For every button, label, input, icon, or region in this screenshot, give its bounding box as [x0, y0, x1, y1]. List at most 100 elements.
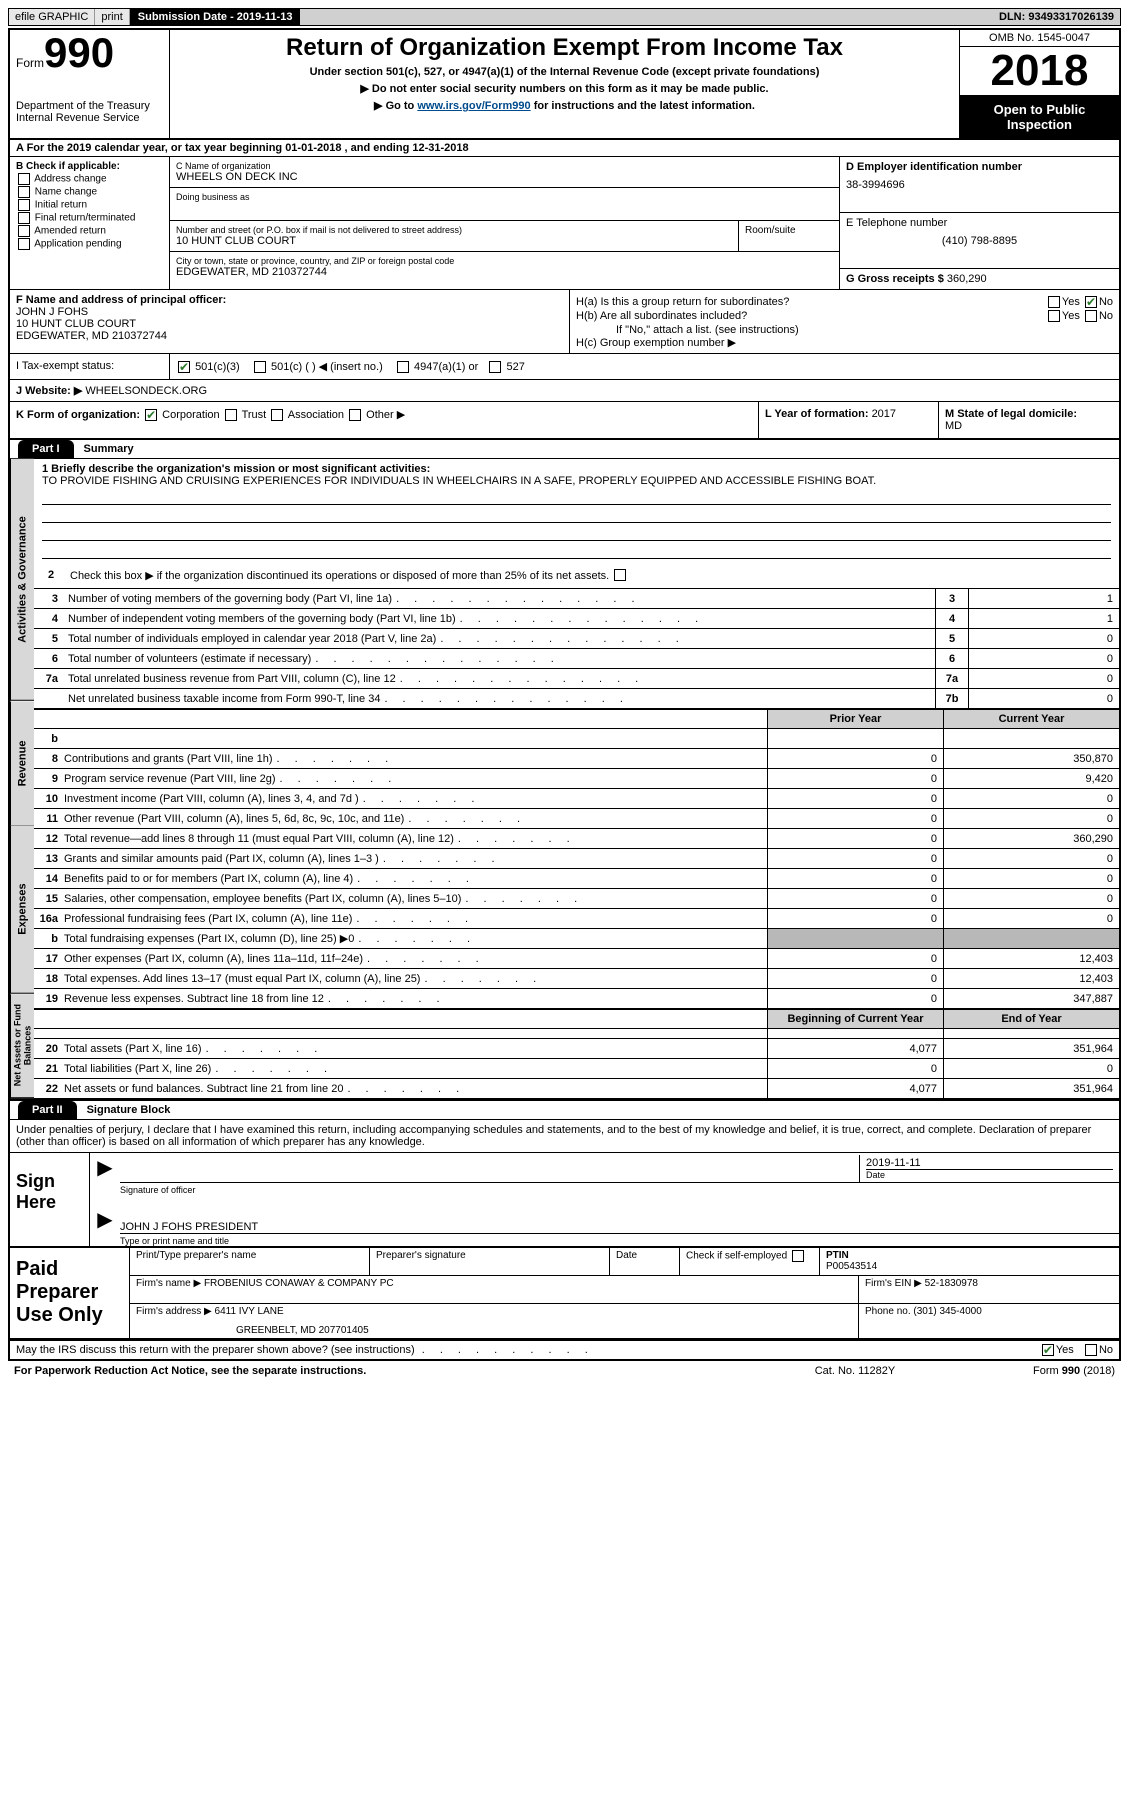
form-number-box: Form990 Department of the Treasury Inter…: [10, 30, 170, 138]
mission-text: TO PROVIDE FISHING AND CRUISING EXPERIEN…: [42, 475, 1111, 487]
row-klm: K Form of organization: Corporation Trus…: [10, 402, 1119, 440]
line-a: A For the 2019 calendar year, or tax yea…: [10, 140, 1119, 157]
submission-date: Submission Date - 2019-11-13: [130, 9, 301, 25]
phone-val: (410) 798-8895: [846, 235, 1113, 247]
ha-label: H(a) Is this a group return for subordin…: [576, 296, 789, 308]
omb-year-box: OMB No. 1545-0047 2018 Open to Public In…: [959, 30, 1119, 138]
dba-val: [176, 202, 833, 216]
check-initial[interactable]: Initial return: [16, 199, 163, 211]
website-val: WHEELSONDECK.ORG: [85, 385, 207, 397]
paperwork-notice: For Paperwork Reduction Act Notice, see …: [14, 1365, 755, 1377]
form-frame: Form990 Department of the Treasury Inter…: [8, 28, 1121, 1361]
data-row: 9 Program service revenue (Part VIII, li…: [34, 768, 1119, 788]
data-row: 19 Revenue less expenses. Subtract line …: [34, 988, 1119, 1008]
prior-current-header: Prior Year Current Year: [34, 708, 1119, 728]
col-end-year: End of Year: [943, 1010, 1119, 1028]
ein-val: 38-3994696: [846, 179, 1113, 191]
form-ref: Form 990 (2018): [955, 1365, 1115, 1377]
website-label: J Website: ▶: [16, 385, 85, 397]
gross-val: 360,290: [947, 273, 987, 285]
h-block: H(a) Is this a group return for subordin…: [570, 290, 1119, 353]
arrow-icon: ▶: [90, 1155, 120, 1183]
name-title-field: JOHN J FOHS PRESIDENT: [120, 1207, 1119, 1234]
check-app[interactable]: Application pending: [16, 238, 163, 250]
data-row: 14 Benefits paid to or for members (Part…: [34, 868, 1119, 888]
subtitle-1: Under section 501(c), 527, or 4947(a)(1)…: [178, 66, 951, 78]
netassets-rows: 20 Total assets (Part X, line 16) . . . …: [34, 1038, 1119, 1098]
data-row: 22 Net assets or fund balances. Subtract…: [34, 1078, 1119, 1098]
l-year: L Year of formation: 2017: [759, 402, 939, 438]
part-ii-header: Part II Signature Block: [10, 1100, 1119, 1120]
gross-label: G Gross receipts $: [846, 273, 947, 285]
sign-here-label: Sign Here: [10, 1153, 90, 1246]
ein-label: D Employer identification number: [846, 161, 1113, 173]
check-amended[interactable]: Amended return: [16, 225, 163, 237]
discuss-text: May the IRS discuss this return with the…: [16, 1344, 415, 1356]
hc-label: H(c) Group exemption number ▶: [576, 336, 1113, 349]
col-b-header: B Check if applicable:: [16, 161, 163, 172]
col-b-checkboxes: B Check if applicable: Address change Na…: [10, 157, 170, 289]
vtab-revenue: Revenue: [10, 701, 34, 826]
print-link[interactable]: print: [95, 9, 129, 25]
check-address[interactable]: Address change: [16, 173, 163, 185]
officer-name: JOHN J FOHS: [16, 306, 563, 318]
k-form-org: K Form of organization: Corporation Trus…: [10, 402, 759, 438]
col-d: D Employer identification number 38-3994…: [839, 157, 1119, 289]
street-label: Number and street (or P.O. box if mail i…: [176, 225, 732, 235]
vertical-tabs: Activities & Governance Revenue Expenses…: [10, 459, 34, 1098]
data-row: 15 Salaries, other compensation, employe…: [34, 888, 1119, 908]
prep-date-label: Date: [610, 1248, 680, 1275]
ptin-cell: PTINP00543514: [820, 1248, 1119, 1275]
open-public: Open to Public Inspection: [960, 96, 1119, 138]
firm-city: GREENBELT, MD 207701405: [136, 1325, 852, 1336]
firm-addr-cell: Firm's address ▶ 6411 IVY LANE GREENBELT…: [130, 1304, 859, 1338]
form-word: Form: [16, 56, 44, 70]
room-label: Room/suite: [739, 221, 839, 251]
check-corp: [145, 409, 157, 421]
vtab-expenses: Expenses: [10, 826, 34, 994]
part-i-title: Summary: [84, 443, 134, 455]
col-begin-year: Beginning of Current Year: [767, 1010, 943, 1028]
discuss-row: May the IRS discuss this return with the…: [10, 1340, 1119, 1359]
officer-signature-field[interactable]: [120, 1155, 859, 1183]
governance-row: 5 Total number of individuals employed i…: [34, 628, 1119, 648]
part-i-header: Part I Summary: [10, 440, 1119, 459]
form-number: 990: [44, 29, 114, 76]
data-row: b Total fundraising expenses (Part IX, c…: [34, 928, 1119, 948]
dept-treasury: Department of the Treasury Internal Reve…: [16, 100, 163, 124]
data-row: 13 Grants and similar amounts paid (Part…: [34, 848, 1119, 868]
check-name[interactable]: Name change: [16, 186, 163, 198]
data-row: 12 Total revenue—add lines 8 through 11 …: [34, 828, 1119, 848]
revenue-rows: b 8 Contributions and grants (Part VIII,…: [34, 728, 1119, 848]
governance-row: 3 Number of voting members of the govern…: [34, 588, 1119, 608]
discuss-yes: [1042, 1344, 1054, 1356]
preparer-signature-label: Preparer's signature: [370, 1248, 610, 1275]
sig-date: 2019-11-11 Date: [859, 1155, 1119, 1183]
street-val: 10 HUNT CLUB COURT: [176, 235, 732, 247]
subtitle-2: ▶ Do not enter social security numbers o…: [178, 82, 951, 95]
section-bcd: B Check if applicable: Address change Na…: [10, 157, 1119, 290]
m-state: M State of legal domicile: MD: [939, 402, 1119, 438]
data-row: 18 Total expenses. Add lines 13–17 (must…: [34, 968, 1119, 988]
footer-line: For Paperwork Reduction Act Notice, see …: [8, 1361, 1121, 1381]
paid-preparer-label: Paid Preparer Use Only: [10, 1248, 130, 1338]
org-name: WHEELS ON DECK INC: [176, 171, 833, 183]
efile-link[interactable]: efile GRAPHIC: [9, 9, 95, 25]
dln-number: DLN: 93493317026139: [993, 9, 1120, 25]
self-employed-check[interactable]: Check if self-employed: [680, 1248, 820, 1275]
col-c: C Name of organization WHEELS ON DECK IN…: [170, 157, 839, 289]
phone-label: E Telephone number: [846, 217, 1113, 229]
data-row: 16a Professional fundraising fees (Part …: [34, 908, 1119, 928]
omb-number: OMB No. 1545-0047: [960, 30, 1119, 47]
data-row: b: [34, 728, 1119, 748]
officer-street: 10 HUNT CLUB COURT: [16, 318, 563, 330]
check-final[interactable]: Final return/terminated: [16, 212, 163, 224]
hb-label: H(b) Are all subordinates included?: [576, 310, 747, 322]
firm-name-cell: Firm's name ▶ FROBENIUS CONAWAY & COMPAN…: [130, 1276, 859, 1303]
governance-row: 4 Number of independent voting members o…: [34, 608, 1119, 628]
irs-link[interactable]: www.irs.gov/Form990: [417, 100, 530, 112]
dba-box: Doing business as: [170, 188, 839, 221]
part-i-content: 1 Briefly describe the organization's mi…: [34, 459, 1119, 1098]
dba-label: Doing business as: [176, 192, 833, 202]
paid-preparer-section: Paid Preparer Use Only Print/Type prepar…: [10, 1246, 1119, 1340]
